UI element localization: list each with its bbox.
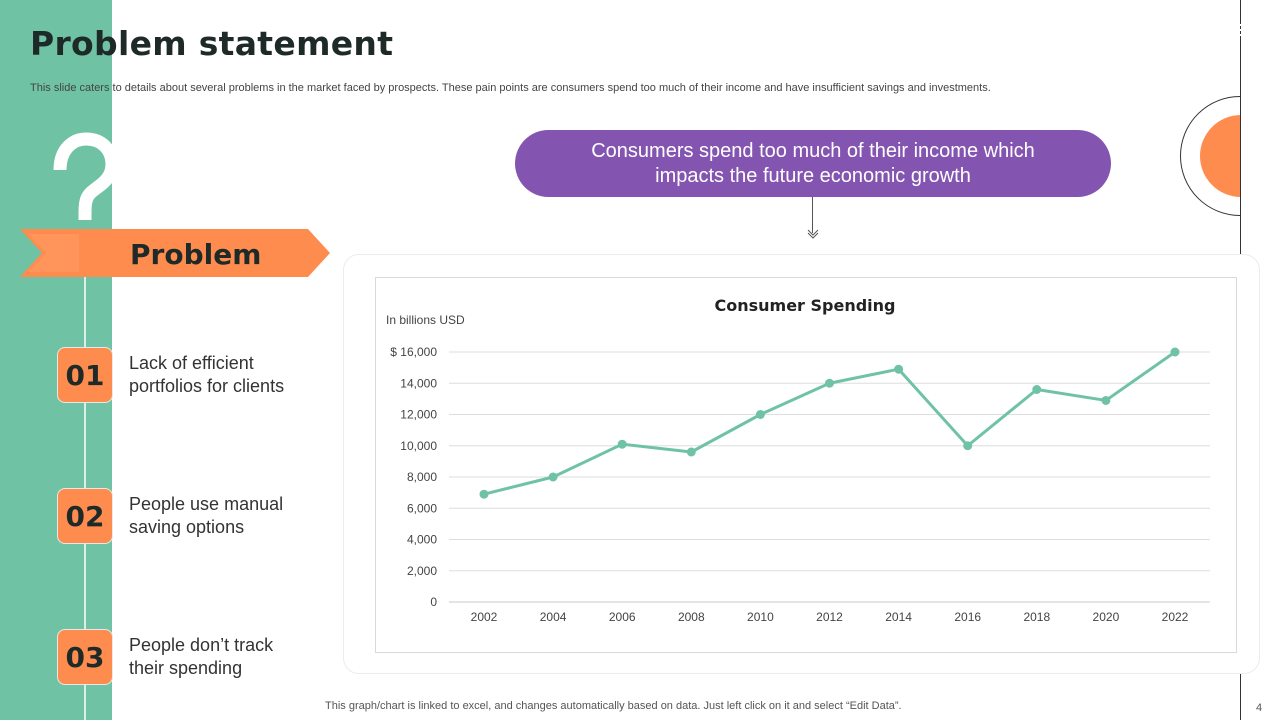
item-02-line-1: People use manual [129, 494, 284, 514]
y-tick-label: 10,000 [400, 439, 437, 453]
data-point-2022[interactable] [1170, 347, 1180, 357]
x-tick-label: 2004 [540, 610, 567, 624]
y-tick-label: 4,000 [407, 533, 437, 547]
y-tick-label: 0 [430, 595, 437, 609]
page-subtitle: This slide caters to details about sever… [30, 82, 991, 94]
y-tick-label: $ 16,000 [390, 345, 437, 359]
data-point-2002[interactable] [479, 489, 489, 499]
y-tick-label: 2,000 [407, 564, 437, 578]
data-point-2010[interactable] [755, 410, 765, 419]
consumer-spending-chart[interactable]: Consumer Spending In billions USD 0 2,000… [375, 277, 1237, 653]
x-tick-label: 2016 [954, 610, 981, 624]
x-tick-label: 2014 [885, 610, 912, 624]
timeline-line [84, 250, 86, 720]
chart-footnote: This graph/chart is linked to excel, and… [325, 700, 902, 712]
problem-ribbon [20, 229, 330, 277]
callout-line-2: impacts the future economic growth [655, 164, 971, 187]
problem-callout: Consumers spend too much of their income… [515, 130, 1111, 197]
data-point-2012[interactable] [825, 378, 834, 388]
page-title: Problem statement [30, 24, 394, 63]
chart-y-axis-label: In billions USD [386, 313, 465, 327]
x-tick-label: 2006 [609, 610, 636, 624]
data-point-2014[interactable] [894, 364, 904, 374]
y-tick-label: 8,000 [407, 470, 437, 484]
data-point-2008[interactable] [686, 447, 696, 457]
callout-connector-line [812, 197, 813, 233]
item-01-line-2: portfolios for clients [129, 376, 285, 396]
dots-icon [1238, 24, 1242, 39]
item-01-line-1: Lack of efficient [129, 353, 254, 373]
data-point-2016[interactable] [963, 441, 973, 451]
y-tick-label: 12,000 [400, 408, 437, 422]
x-tick-label: 2010 [747, 610, 774, 624]
x-tick-label: 2022 [1162, 610, 1189, 624]
chart-title: Consumer Spending [714, 296, 895, 315]
x-tick-label: 2018 [1023, 610, 1050, 624]
item-text-01: Lack of efficient portfolios for clients [129, 352, 319, 398]
x-tick-label: 2020 [1093, 610, 1120, 624]
x-tick-label: 2012 [816, 610, 843, 624]
item-text-03: People don’t track their spending [129, 634, 319, 680]
item-text-02: People use manual saving options [129, 493, 319, 539]
arrow-down-icon [807, 229, 819, 239]
item-03-line-1: People don’t track [129, 635, 274, 655]
item-number-badge-02: 02 [57, 488, 113, 544]
data-point-2004[interactable] [548, 472, 558, 482]
x-tick-label: 2008 [678, 610, 705, 624]
data-point-2006[interactable] [617, 439, 627, 449]
page-number: 4 [1256, 702, 1263, 714]
callout-line-1: Consumers spend too much of their income… [591, 139, 1035, 162]
problem-heading: Problem [130, 238, 262, 271]
y-tick-label: 14,000 [400, 376, 437, 390]
data-point-2020[interactable] [1101, 395, 1111, 405]
data-point-2018[interactable] [1032, 385, 1042, 394]
item-03-line-2: their spending [129, 658, 243, 678]
item-02-line-2: saving options [129, 517, 245, 537]
x-tick-label: 2002 [471, 610, 498, 624]
y-tick-label: 6,000 [407, 501, 437, 515]
chart-plot-frame [375, 277, 1237, 653]
item-number-badge-01: 01 [57, 347, 113, 403]
item-number-badge-03: 03 [57, 629, 113, 685]
